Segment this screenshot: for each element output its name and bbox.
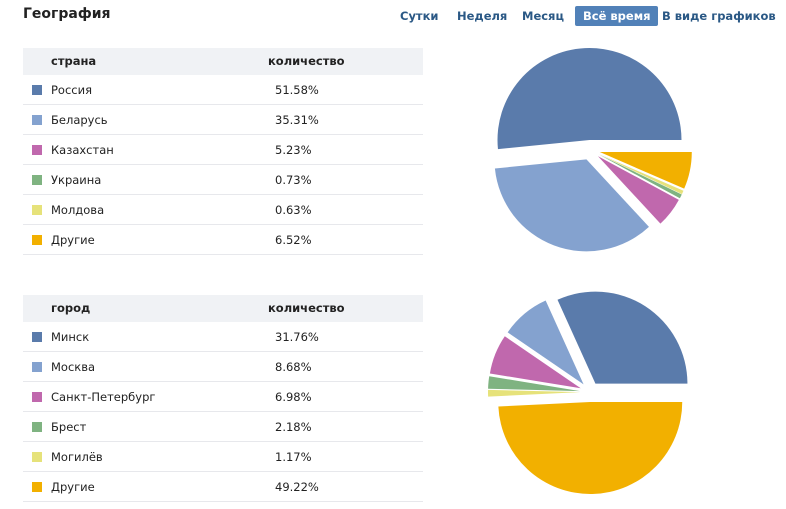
country-name: Казахстан <box>51 143 114 157</box>
table-row: Казахстан 5.23% <box>23 135 423 165</box>
pie-slice-2 <box>507 300 584 385</box>
country-name: Россия <box>51 83 93 97</box>
table-row: Санкт-Петербург 6.98% <box>23 382 423 412</box>
city-value: 8.68% <box>275 360 312 374</box>
color-swatch <box>32 205 42 215</box>
color-swatch <box>32 85 42 95</box>
tab-week[interactable]: Неделя <box>457 9 508 23</box>
pie-slice-4 <box>598 154 682 199</box>
country-value: 5.23% <box>275 143 312 157</box>
pie-slice-4 <box>488 376 581 392</box>
city-name: Другие <box>51 480 95 494</box>
column-count: количество <box>268 54 345 68</box>
column-country: страна <box>51 54 97 68</box>
color-swatch <box>32 175 42 185</box>
table-header: город количество <box>23 295 423 322</box>
table-row: Минск 31.76% <box>23 322 423 352</box>
page-title: География <box>23 6 111 22</box>
pie-slice-6 <box>498 401 683 494</box>
country-value: 6.52% <box>275 233 312 247</box>
table-row: Молдова 0.63% <box>23 195 423 225</box>
city-pie-chart <box>488 291 688 494</box>
table-row: Москва 8.68% <box>23 352 423 382</box>
table-row: Брест 2.18% <box>23 412 423 442</box>
tab-all-time[interactable]: Всё время <box>575 6 659 26</box>
pie-slice-5 <box>599 154 684 195</box>
city-name: Москва <box>51 360 96 374</box>
color-swatch <box>32 235 42 245</box>
city-name: Могилёв <box>51 450 103 464</box>
city-value: 31.76% <box>275 330 319 344</box>
pie-slice-3 <box>597 156 679 224</box>
country-value: 0.73% <box>275 173 312 187</box>
city-value: 6.98% <box>275 390 312 404</box>
tab-day[interactable]: Сутки <box>400 9 439 23</box>
color-swatch <box>32 362 42 372</box>
color-swatch <box>32 145 42 155</box>
city-value: 49.22% <box>275 480 319 494</box>
table-row: Другие 6.52% <box>23 225 423 255</box>
color-swatch <box>32 482 42 492</box>
column-city: город <box>51 301 91 315</box>
pie-slice-5 <box>488 389 581 397</box>
pie-slice-1 <box>557 291 688 384</box>
pie-slice-1 <box>497 48 682 150</box>
country-name: Беларусь <box>51 113 108 127</box>
color-swatch <box>32 332 42 342</box>
color-swatch <box>32 452 42 462</box>
pie-slice-3 <box>489 336 581 389</box>
tab-as-graphs[interactable]: В виде графиков <box>662 9 776 23</box>
country-value: 35.31% <box>275 113 319 127</box>
table-row: Россия 51.58% <box>23 75 423 105</box>
color-swatch <box>32 115 42 125</box>
city-value: 1.17% <box>275 450 312 464</box>
country-name: Молдова <box>51 203 105 217</box>
city-name: Санкт-Петербург <box>51 390 156 404</box>
table-row: Другие 49.22% <box>23 472 423 502</box>
country-value: 51.58% <box>275 83 319 97</box>
country-name: Украина <box>51 173 102 187</box>
column-count: количество <box>268 301 345 315</box>
color-swatch <box>32 392 42 402</box>
country-table: страна количество Россия 51.58% Беларусь… <box>23 48 423 255</box>
pie-slice-2 <box>494 159 649 252</box>
color-swatch <box>32 422 42 432</box>
city-name: Брест <box>51 420 87 434</box>
pie-slice-6 <box>599 152 692 189</box>
city-value: 2.18% <box>275 420 312 434</box>
table-row: Могилёв 1.17% <box>23 442 423 472</box>
tab-month[interactable]: Месяц <box>522 9 564 23</box>
table-row: Беларусь 35.31% <box>23 105 423 135</box>
table-row: Украина 0.73% <box>23 165 423 195</box>
country-pie-chart <box>494 48 692 252</box>
city-table: город количество Минск 31.76% Москва 8.6… <box>23 295 423 502</box>
table-header: страна количество <box>23 48 423 75</box>
city-name: Минск <box>51 330 90 344</box>
country-value: 0.63% <box>275 203 312 217</box>
country-name: Другие <box>51 233 95 247</box>
